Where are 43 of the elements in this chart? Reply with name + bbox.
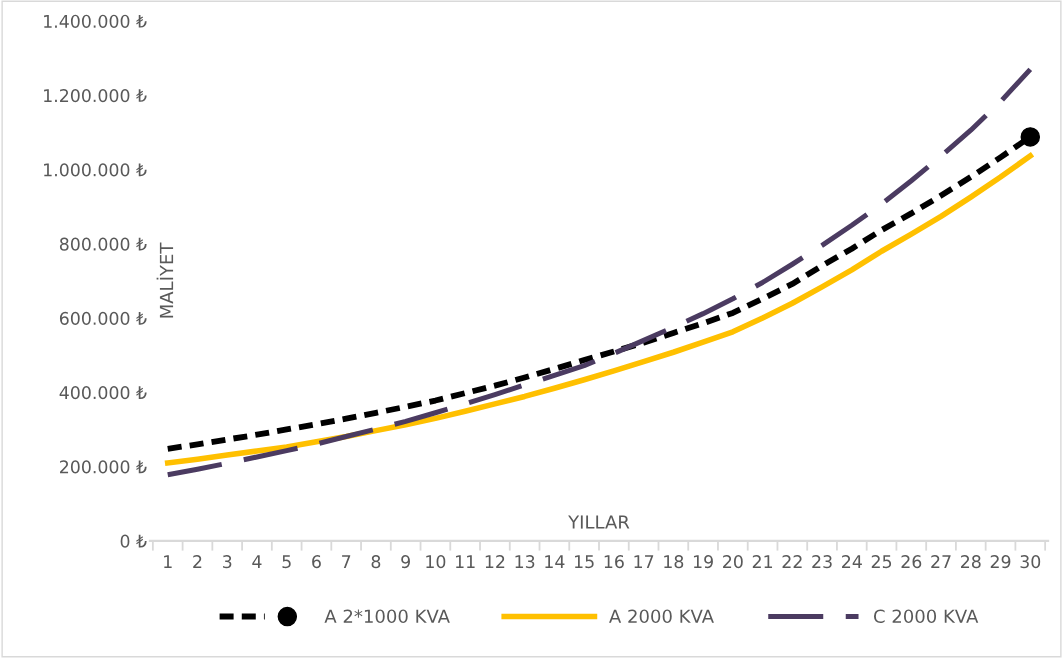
x-tick-label: 6 (312, 555, 321, 569)
x-tick-label: 25 (871, 555, 892, 569)
y-tick-label: 800.000 ₺ (59, 237, 147, 251)
y-tick-label: 0 ₺ (120, 534, 147, 548)
x-tick-label: 18 (664, 555, 684, 569)
x-tick-label: 29 (990, 555, 1011, 569)
x-axis-title: YILLAR (568, 515, 630, 529)
x-tick-label: 15 (574, 555, 594, 569)
x-tick-label: 24 (842, 555, 862, 568)
x-tick-label: 13 (515, 555, 535, 569)
x-tick-label: 1 (164, 555, 172, 568)
x-tick-label: 23 (812, 555, 832, 569)
x-tick-label: 14 (545, 555, 565, 568)
x-tick-label: 2 (193, 555, 202, 568)
y-tick-label: 400.000 ₺ (59, 386, 147, 400)
x-tick-label: 10 (426, 555, 446, 569)
legend-label: C 2000 KVA (873, 609, 979, 624)
x-tick-label: 21 (752, 555, 773, 568)
x-tick-label: 9 (401, 555, 410, 569)
x-tick-label: 27 (931, 555, 951, 568)
x-tick-label: 28 (961, 555, 981, 569)
x-tick-label: 20 (723, 555, 743, 569)
x-tick-label: 11 (456, 555, 475, 568)
x-tick-label: 4 (252, 555, 262, 568)
x-tick-label: 12 (485, 555, 505, 568)
x-tick-label: 19 (693, 555, 713, 569)
legend-label: A 2000 KVA (609, 609, 714, 624)
y-tick-label: 200.000 ₺ (60, 460, 147, 474)
y-tick-label: 1.400.000 ₺ (44, 14, 147, 28)
x-tick-label: 30 (1020, 555, 1041, 569)
y-tick-label: 1.000.000 ₺ (44, 163, 147, 177)
x-tick-label: 26 (901, 555, 922, 569)
legend-label: A 2*1000 KVA (324, 609, 450, 624)
x-tick-label: 5 (282, 555, 291, 569)
y-tick-label: 600.000 ₺ (59, 311, 147, 325)
x-tick-label: 16 (604, 555, 624, 569)
x-tick-label: 8 (371, 555, 381, 569)
y-tick-label: 1.200.000 ₺ (44, 89, 147, 103)
x-tick-label: 3 (223, 555, 232, 569)
x-tick-label: 22 (782, 555, 802, 568)
y-axis-title: MALİYET (156, 242, 174, 318)
x-tick-label: 7 (342, 555, 351, 568)
x-tick-label: 17 (634, 555, 654, 568)
